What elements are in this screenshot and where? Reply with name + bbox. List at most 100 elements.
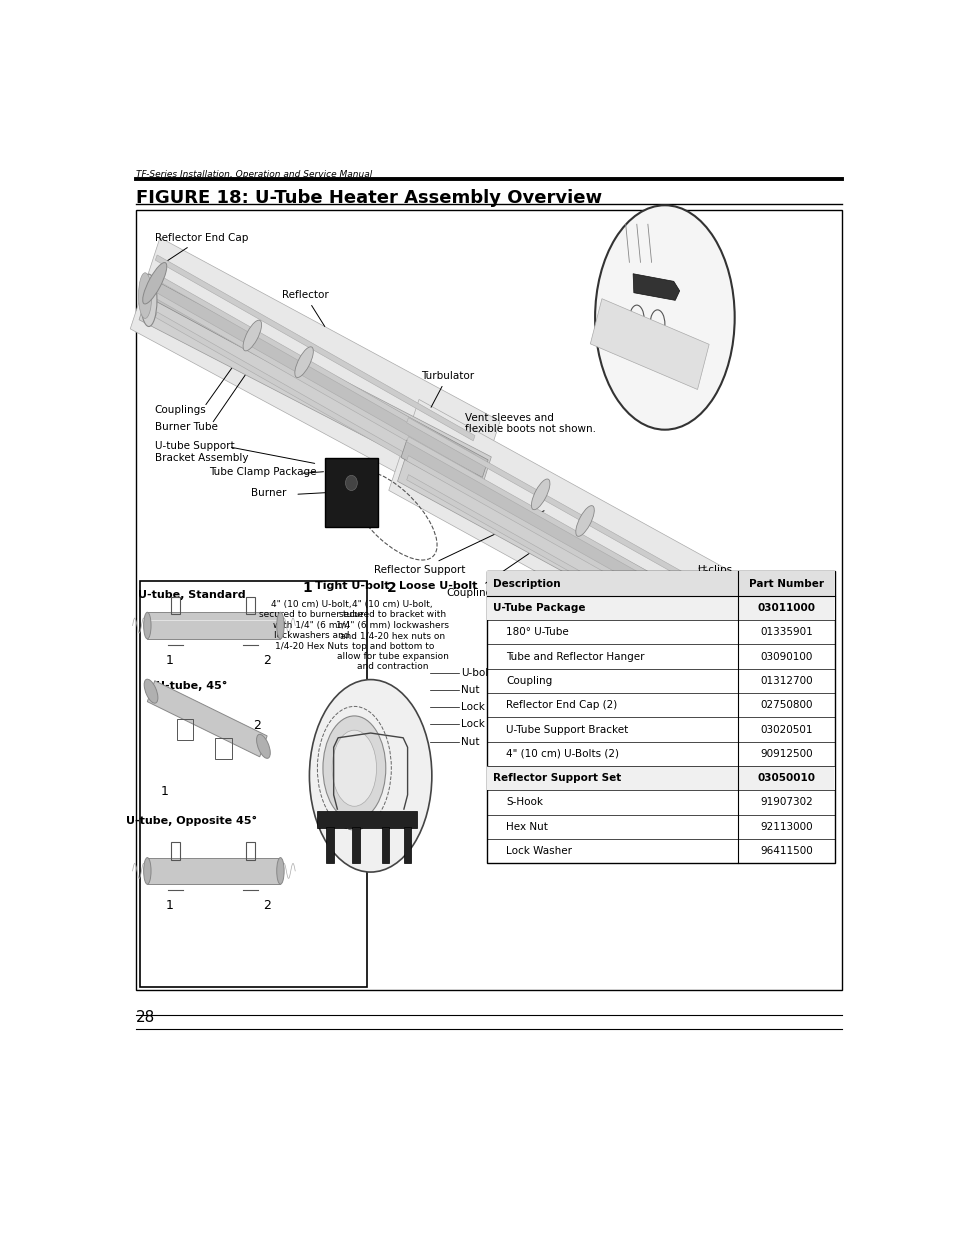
Text: Description: Description xyxy=(493,578,560,589)
Text: 01335901: 01335901 xyxy=(760,627,812,637)
Text: U-tube, 45°: U-tube, 45° xyxy=(156,680,227,690)
Polygon shape xyxy=(406,456,762,661)
Text: 2: 2 xyxy=(387,580,396,595)
Polygon shape xyxy=(155,312,475,498)
Text: 03050010: 03050010 xyxy=(757,773,815,783)
Text: Turbulator: Turbulator xyxy=(420,372,474,408)
Text: 4" (10 cm) U-bolt,
secured to burner tube
with 1/4" (6 mm)
lockwashers and
1/4-2: 4" (10 cm) U-bolt, secured to burner tub… xyxy=(259,600,363,651)
Text: 2: 2 xyxy=(263,655,271,667)
Text: U-tube, Opposite 45°: U-tube, Opposite 45° xyxy=(126,816,257,826)
Text: 28: 28 xyxy=(135,1010,154,1025)
Text: Reflector End Cap: Reflector End Cap xyxy=(154,233,248,263)
Text: 92113000: 92113000 xyxy=(760,821,812,832)
Text: 03011000: 03011000 xyxy=(757,603,815,613)
Bar xyxy=(246,842,255,860)
Bar xyxy=(171,597,180,614)
Ellipse shape xyxy=(256,735,270,758)
Text: U-Tube Support Bracket: U-Tube Support Bracket xyxy=(505,725,627,735)
Bar xyxy=(147,857,280,884)
Polygon shape xyxy=(155,293,475,479)
Text: 03090100: 03090100 xyxy=(760,652,812,662)
Text: Tube and Reflector Hanger: Tube and Reflector Hanger xyxy=(505,652,644,662)
Text: 1: 1 xyxy=(166,655,173,667)
Bar xyxy=(487,766,834,790)
Text: FIGURE 18: U-Tube Heater Assembly Overview: FIGURE 18: U-Tube Heater Assembly Overvi… xyxy=(135,189,601,207)
Text: 1: 1 xyxy=(166,899,173,913)
Text: U-Tube Package: U-Tube Package xyxy=(493,603,585,613)
Text: Nut: Nut xyxy=(460,685,478,695)
Bar xyxy=(352,827,359,863)
Text: 03020501: 03020501 xyxy=(760,725,812,735)
Text: 96411500: 96411500 xyxy=(760,846,812,856)
Text: U-tube
18" (457 mm)
Center to Center: U-tube 18" (457 mm) Center to Center xyxy=(572,613,659,646)
Text: 02750800: 02750800 xyxy=(760,700,812,710)
Text: Couplings: Couplings xyxy=(154,405,206,415)
Polygon shape xyxy=(406,474,762,679)
Bar xyxy=(171,842,180,860)
Polygon shape xyxy=(397,443,772,679)
Text: U-bolt: U-bolt xyxy=(460,668,492,678)
Polygon shape xyxy=(400,440,768,656)
Ellipse shape xyxy=(323,716,385,820)
Circle shape xyxy=(345,475,357,490)
Text: Lock Washer: Lock Washer xyxy=(460,720,526,730)
Polygon shape xyxy=(155,254,475,441)
Bar xyxy=(381,827,389,863)
Bar xyxy=(403,827,411,863)
Polygon shape xyxy=(389,399,781,690)
Text: U-tube, Standard: U-tube, Standard xyxy=(138,590,245,600)
Text: 180° U-Tube: 180° U-Tube xyxy=(505,627,568,637)
Ellipse shape xyxy=(144,679,158,703)
Bar xyxy=(215,737,232,758)
Text: U-tube Support
Bracket Assembly: U-tube Support Bracket Assembly xyxy=(154,441,248,463)
Text: S-Hook: S-Hook xyxy=(505,798,542,808)
Bar xyxy=(317,811,416,829)
Polygon shape xyxy=(142,277,488,478)
Bar xyxy=(487,572,834,595)
Ellipse shape xyxy=(531,479,549,510)
Polygon shape xyxy=(633,274,679,300)
Text: Nut: Nut xyxy=(460,736,478,747)
Bar xyxy=(176,719,193,740)
Text: Burner Tube: Burner Tube xyxy=(154,422,217,432)
Ellipse shape xyxy=(243,320,261,351)
Ellipse shape xyxy=(294,347,313,378)
Ellipse shape xyxy=(144,857,151,884)
Text: Vent sleeves and
flexible boots not shown.: Vent sleeves and flexible boots not show… xyxy=(465,412,596,435)
Bar xyxy=(246,597,255,614)
Bar xyxy=(135,210,841,989)
Text: Reflector: Reflector xyxy=(282,290,329,326)
Text: U-clips: U-clips xyxy=(697,564,732,574)
Text: Lock Washer: Lock Washer xyxy=(505,846,572,856)
Ellipse shape xyxy=(276,613,284,638)
Ellipse shape xyxy=(138,273,152,319)
Polygon shape xyxy=(406,417,762,622)
Text: Loose U-bolt: Loose U-bolt xyxy=(398,580,476,590)
Text: Hex Nut: Hex Nut xyxy=(505,821,547,832)
Polygon shape xyxy=(139,280,491,495)
Bar xyxy=(324,458,377,526)
Text: Lock Washer: Lock Washer xyxy=(460,703,526,713)
Text: Reflector Support: Reflector Support xyxy=(374,511,543,574)
Text: Couplings: Couplings xyxy=(446,532,560,598)
Polygon shape xyxy=(131,237,499,513)
Bar xyxy=(326,827,334,863)
Polygon shape xyxy=(155,274,475,459)
Ellipse shape xyxy=(309,679,432,872)
Text: 01312700: 01312700 xyxy=(760,676,812,685)
Ellipse shape xyxy=(332,730,376,806)
Text: Reflector
End Caps: Reflector End Caps xyxy=(697,585,745,608)
Bar xyxy=(487,572,834,863)
Text: TF-Series Installation, Operation and Service Manual: TF-Series Installation, Operation and Se… xyxy=(135,170,372,179)
Text: Burner: Burner xyxy=(251,488,286,498)
Text: 91907302: 91907302 xyxy=(760,798,812,808)
Bar xyxy=(140,580,367,987)
Polygon shape xyxy=(590,299,708,389)
Text: Reflector Support Set: Reflector Support Set xyxy=(493,773,621,783)
Bar xyxy=(147,613,280,638)
Bar xyxy=(487,595,834,620)
Text: 90912500: 90912500 xyxy=(760,748,812,758)
Ellipse shape xyxy=(144,613,151,638)
Text: Tight U-bolt: Tight U-bolt xyxy=(314,580,389,590)
Text: 2: 2 xyxy=(263,899,271,913)
